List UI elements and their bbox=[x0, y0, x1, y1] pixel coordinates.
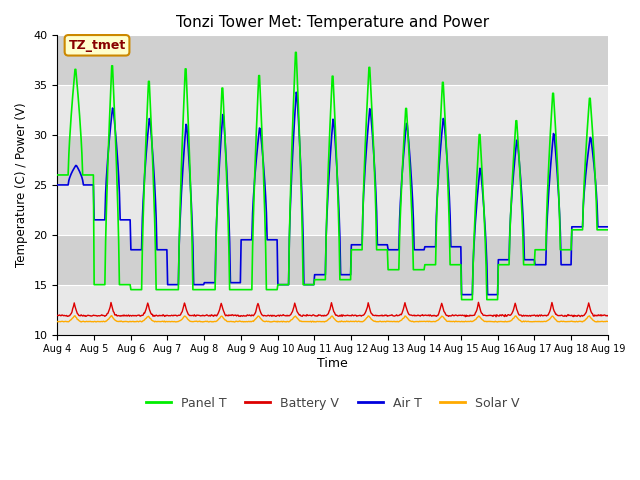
Air T bbox=[417, 247, 424, 252]
Solar V bbox=[121, 319, 129, 324]
Battery V bbox=[492, 314, 500, 320]
Bar bbox=[58, 185, 608, 235]
Text: TZ_tmet: TZ_tmet bbox=[68, 39, 125, 52]
Air T bbox=[63, 182, 71, 188]
Panel T bbox=[120, 282, 128, 288]
Line: Solar V: Solar V bbox=[58, 316, 608, 322]
Title: Tonzi Tower Met: Temperature and Power: Tonzi Tower Met: Temperature and Power bbox=[176, 15, 489, 30]
Solar V bbox=[308, 319, 316, 325]
Air T bbox=[176, 222, 184, 228]
Battery V bbox=[63, 313, 71, 319]
Bar bbox=[58, 285, 608, 335]
Solar V bbox=[177, 317, 184, 323]
Line: Panel T: Panel T bbox=[58, 52, 608, 300]
Bar bbox=[58, 36, 608, 85]
Panel T bbox=[604, 227, 612, 233]
Line: Battery V: Battery V bbox=[58, 302, 608, 317]
Bar bbox=[58, 235, 608, 285]
X-axis label: Time: Time bbox=[317, 357, 348, 370]
Y-axis label: Temperature (C) / Power (V): Temperature (C) / Power (V) bbox=[15, 103, 28, 267]
Panel T bbox=[54, 172, 61, 178]
Solar V bbox=[401, 313, 409, 319]
Panel T bbox=[458, 297, 465, 302]
Solar V bbox=[108, 313, 116, 319]
Solar V bbox=[206, 319, 214, 324]
Panel T bbox=[63, 172, 71, 178]
Solar V bbox=[63, 319, 71, 324]
Solar V bbox=[604, 319, 612, 324]
Battery V bbox=[475, 300, 483, 305]
Panel T bbox=[417, 267, 424, 273]
Air T bbox=[458, 292, 465, 298]
Panel T bbox=[292, 49, 300, 55]
Air T bbox=[120, 217, 128, 223]
Legend: Panel T, Battery V, Air T, Solar V: Panel T, Battery V, Air T, Solar V bbox=[141, 392, 525, 415]
Battery V bbox=[399, 306, 407, 312]
Line: Air T: Air T bbox=[58, 92, 608, 295]
Panel T bbox=[205, 287, 213, 292]
Bar bbox=[58, 135, 608, 185]
Bar bbox=[58, 85, 608, 135]
Panel T bbox=[401, 132, 408, 138]
Battery V bbox=[176, 312, 184, 318]
Solar V bbox=[54, 319, 61, 324]
Air T bbox=[401, 145, 408, 151]
Air T bbox=[604, 224, 612, 230]
Battery V bbox=[604, 313, 612, 319]
Battery V bbox=[415, 312, 423, 318]
Battery V bbox=[205, 313, 213, 319]
Battery V bbox=[54, 312, 61, 318]
Air T bbox=[205, 280, 213, 286]
Solar V bbox=[417, 318, 425, 324]
Battery V bbox=[120, 312, 128, 318]
Panel T bbox=[176, 212, 184, 217]
Air T bbox=[292, 89, 300, 95]
Air T bbox=[54, 182, 61, 188]
